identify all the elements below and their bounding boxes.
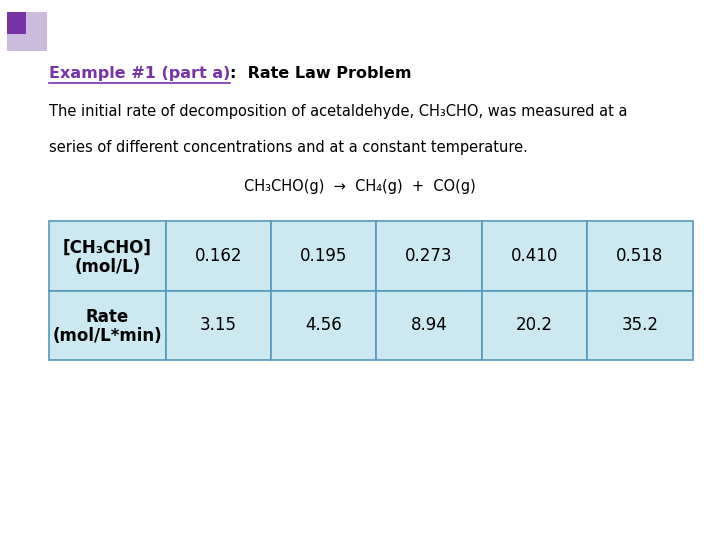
Text: 3.15: 3.15 xyxy=(200,316,237,334)
Text: 0.273: 0.273 xyxy=(405,247,453,265)
Bar xyxy=(482,221,588,291)
Text: 0.162: 0.162 xyxy=(194,247,242,265)
Bar xyxy=(377,221,482,291)
Bar xyxy=(271,221,377,291)
Bar xyxy=(49,221,166,291)
Text: 0.518: 0.518 xyxy=(616,247,664,265)
Bar xyxy=(166,221,271,291)
Text: :  Rate Law Problem: : Rate Law Problem xyxy=(230,66,412,81)
Bar xyxy=(588,291,693,360)
Text: 35.2: 35.2 xyxy=(621,316,658,334)
Bar xyxy=(482,291,588,360)
Bar xyxy=(588,221,693,291)
Text: (mol/L): (mol/L) xyxy=(74,258,140,276)
Text: Rate: Rate xyxy=(86,308,129,326)
Text: 0.195: 0.195 xyxy=(300,247,347,265)
Text: (mol/L*min): (mol/L*min) xyxy=(53,327,162,345)
Bar xyxy=(271,291,377,360)
Text: 20.2: 20.2 xyxy=(516,316,553,334)
Text: Example #1 (part a): Example #1 (part a) xyxy=(49,66,230,81)
Bar xyxy=(7,12,26,34)
Text: 4.56: 4.56 xyxy=(305,316,342,334)
Bar xyxy=(49,291,166,360)
Text: The initial rate of decomposition of acetaldehyde, CH₃CHO, was measured at a: The initial rate of decomposition of ace… xyxy=(49,104,627,119)
Text: CH₃CHO(g)  →  CH₄(g)  +  CO(g): CH₃CHO(g) → CH₄(g) + CO(g) xyxy=(244,179,476,194)
Bar xyxy=(7,12,47,51)
Bar xyxy=(377,291,482,360)
Text: series of different concentrations and at a constant temperature.: series of different concentrations and a… xyxy=(49,140,528,156)
Text: 8.94: 8.94 xyxy=(410,316,448,334)
Text: [CH₃CHO]: [CH₃CHO] xyxy=(63,239,152,257)
Text: 0.410: 0.410 xyxy=(511,247,558,265)
Bar xyxy=(166,291,271,360)
